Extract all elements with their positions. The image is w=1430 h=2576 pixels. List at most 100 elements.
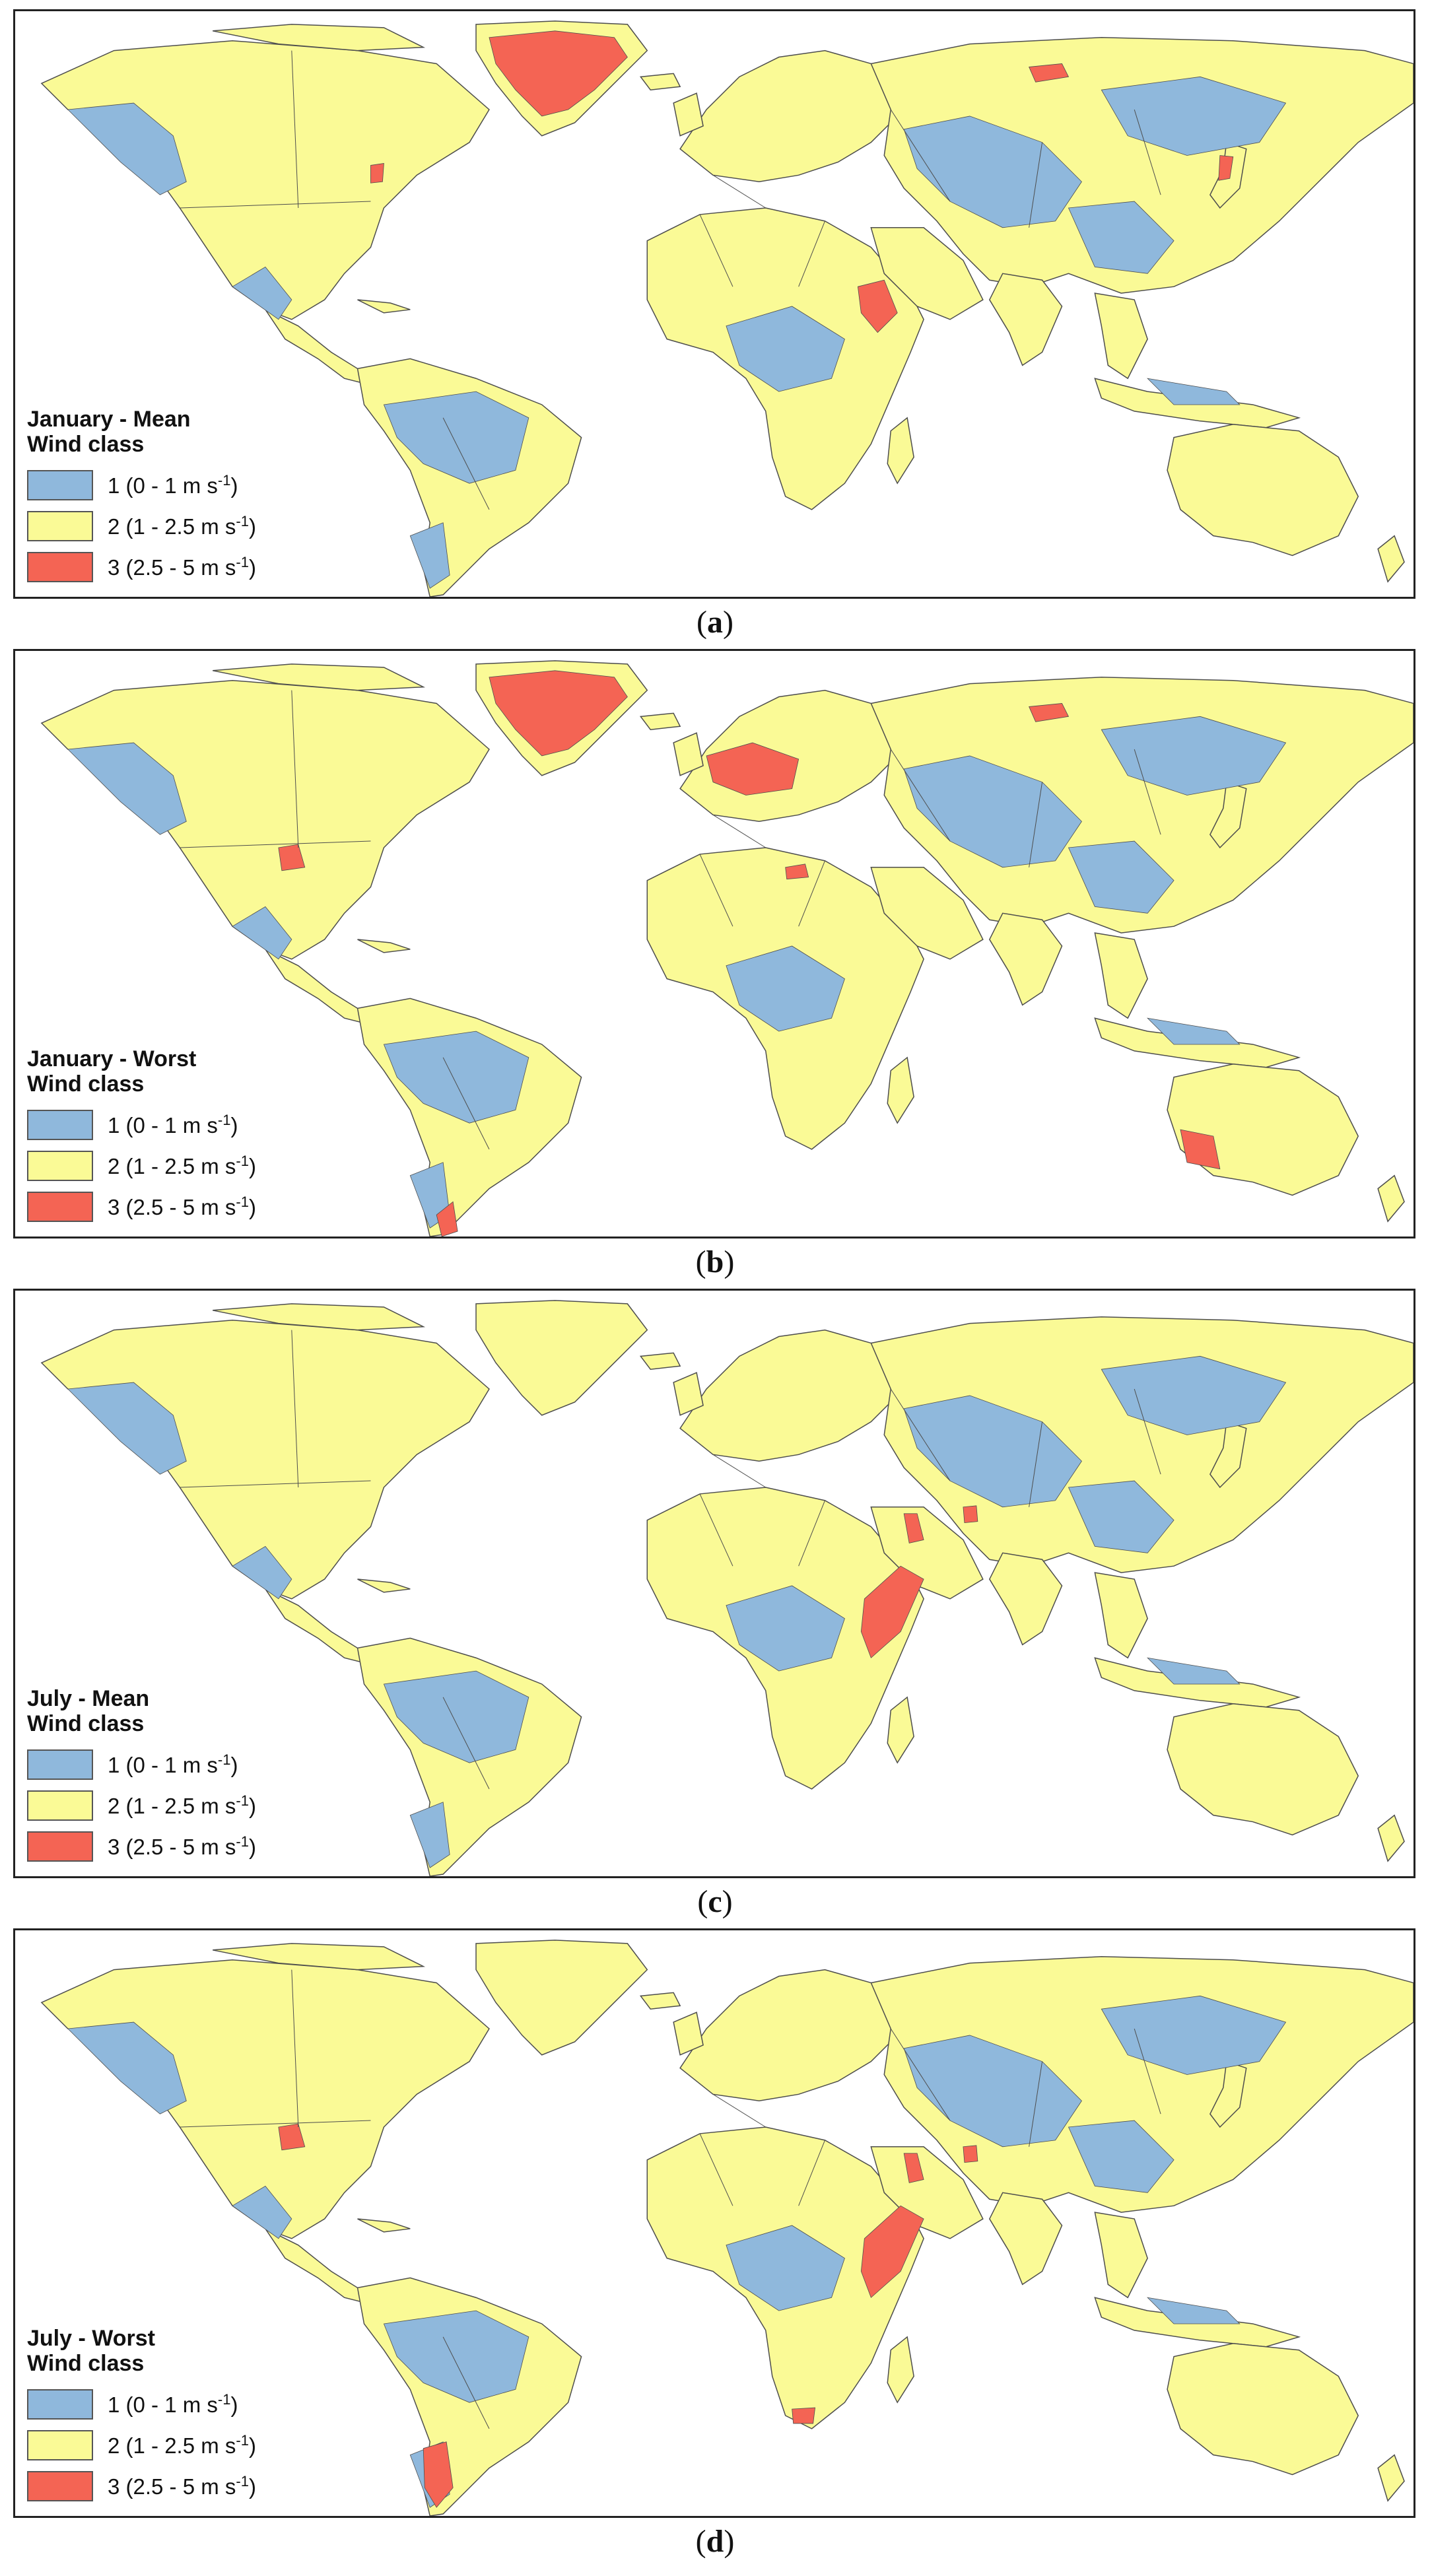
land-greenland — [475, 1940, 648, 2056]
land-india — [988, 912, 1063, 1006]
land-japan — [1209, 1421, 1247, 1489]
caption-letter: c — [708, 1884, 722, 1919]
country-border — [712, 174, 766, 209]
legend-swatch — [27, 1151, 93, 1181]
land-india — [988, 273, 1063, 366]
legend-row-class-3: 3 (2.5 - 5 m s-1) — [27, 1186, 331, 1227]
country-border — [442, 1057, 490, 1150]
map-panel-a: January - Mean Wind class 1 (0 - 1 m s-1… — [13, 9, 1415, 599]
country-border — [712, 1454, 766, 1488]
legend-rows: 1 (0 - 1 m s-1) 2 (1 - 2.5 m s-1) 3 (2.5 -… — [27, 465, 331, 588]
land-se-asia — [1094, 1572, 1148, 1659]
wind-class-1-region — [232, 906, 292, 960]
wind-class-1-region — [67, 742, 187, 835]
land-madagascar — [887, 2336, 914, 2404]
land-madagascar — [887, 1056, 914, 1124]
legend-label: 2 (1 - 2.5 m s-1) — [108, 1792, 256, 1818]
wind-class-1-region — [1068, 201, 1175, 274]
land-caribbean — [357, 939, 411, 953]
legend-swatch — [27, 1749, 93, 1780]
wind-class-1-region — [903, 755, 1082, 868]
land-arabia — [870, 1507, 984, 1600]
wind-class-3-region-patagonia — [423, 2441, 454, 2508]
legend-swatch — [27, 2389, 93, 2420]
caption-letter: a — [707, 605, 723, 640]
wind-class-1-region — [1101, 1355, 1287, 1435]
world-map — [40, 1940, 1413, 2516]
country-border — [712, 814, 766, 848]
legend-title: July - Worst Wind class — [27, 2326, 331, 2376]
legend-row-class-1: 1 (0 - 1 m s-1) — [27, 2384, 331, 2425]
legend-row-class-2: 2 (1 - 2.5 m s-1) — [27, 506, 331, 547]
land-europe — [679, 1329, 905, 1462]
caption-letter: d — [706, 2524, 724, 2559]
legend-row-class-2: 2 (1 - 2.5 m s-1) — [27, 2425, 331, 2466]
wind-class-3-region-pakistan — [963, 1505, 978, 1524]
legend-swatch — [27, 1831, 93, 1862]
country-border — [890, 109, 951, 202]
wind-class-1-region — [1068, 840, 1175, 914]
land-india — [988, 2192, 1063, 2286]
land-canada-arctic — [213, 663, 426, 691]
land-canada-arctic — [213, 24, 426, 51]
legend-title-line1: January - Worst — [27, 1046, 197, 1071]
wind-class-3-region-argentina-south — [436, 1201, 458, 1237]
wind-class-3-region-northern-europe — [706, 742, 800, 796]
world-map — [40, 660, 1413, 1237]
wind-class-1-region — [1146, 1657, 1241, 1685]
world-map — [40, 20, 1413, 597]
legend-label: 2 (1 - 2.5 m s-1) — [108, 2432, 256, 2458]
legend: July - Worst Wind class 1 (0 - 1 m s-1) 2… — [27, 2326, 331, 2507]
wind-class-1-region — [1101, 1995, 1287, 2075]
legend-row-class-3: 3 (2.5 - 5 m s-1) — [27, 547, 331, 588]
country-border — [798, 2140, 825, 2206]
land-europe — [679, 50, 905, 183]
wind-class-1-region — [1146, 378, 1241, 405]
land-caribbean — [357, 1578, 411, 1593]
country-border — [890, 1388, 951, 1481]
legend-rows: 1 (0 - 1 m s-1) 2 (1 - 2.5 m s-1) 3 (2.5 -… — [27, 1104, 331, 1227]
legend-swatch — [27, 1110, 93, 1140]
land-arabia — [870, 227, 984, 320]
country-border — [291, 690, 299, 848]
legend-label: 1 (0 - 1 m s-1) — [108, 472, 238, 498]
wind-class-3-region-greenland — [489, 670, 628, 757]
legend-title-line2: Wind class — [27, 432, 145, 457]
land-greenland — [475, 1300, 648, 1416]
land-iceland — [639, 73, 681, 90]
land-madagascar — [887, 1696, 914, 1764]
land-canada-arctic — [213, 1303, 426, 1331]
legend-label: 3 (2.5 - 5 m s-1) — [108, 1833, 256, 1859]
country-border — [180, 201, 371, 209]
caption-a: (a) — [697, 605, 733, 640]
land-uk — [673, 732, 704, 776]
country-border — [712, 2093, 766, 2128]
wind-class-3-region-us-east — [370, 162, 384, 184]
wind-class-1-region — [903, 2035, 1082, 2148]
wind-class-3-region-pakistan — [963, 2145, 978, 2163]
wind-class-1-region — [383, 391, 529, 484]
wind-class-3-region-somalia — [860, 1565, 924, 1658]
wind-class-1-region — [903, 116, 1082, 228]
legend-row-class-1: 1 (0 - 1 m s-1) — [27, 1104, 331, 1145]
legend-label: 3 (2.5 - 5 m s-1) — [108, 2473, 256, 2499]
wind-class-3-region-south-africa — [792, 2407, 816, 2424]
land-australia — [1167, 1703, 1359, 1836]
legend: January - Mean Wind class 1 (0 - 1 m s-1… — [27, 407, 331, 588]
legend-title-line2: Wind class — [27, 2351, 145, 2376]
land-se-asia — [1094, 932, 1148, 1019]
legend-swatch — [27, 1192, 93, 1222]
wind-class-1-region — [67, 2021, 187, 2115]
land-madagascar — [887, 417, 914, 485]
legend-row-class-3: 3 (2.5 - 5 m s-1) — [27, 2466, 331, 2507]
legend-label: 1 (0 - 1 m s-1) — [108, 1112, 238, 1137]
country-border — [180, 840, 371, 848]
land-se-asia — [1094, 292, 1148, 380]
wind-class-3-region-arabia-coast — [903, 2153, 924, 2183]
country-border — [798, 220, 825, 287]
caption-c: (c) — [697, 1884, 733, 1919]
land-uk — [673, 2012, 704, 2056]
country-border — [1134, 1388, 1161, 1475]
country-border — [1134, 109, 1161, 195]
land-caribbean — [357, 299, 411, 314]
